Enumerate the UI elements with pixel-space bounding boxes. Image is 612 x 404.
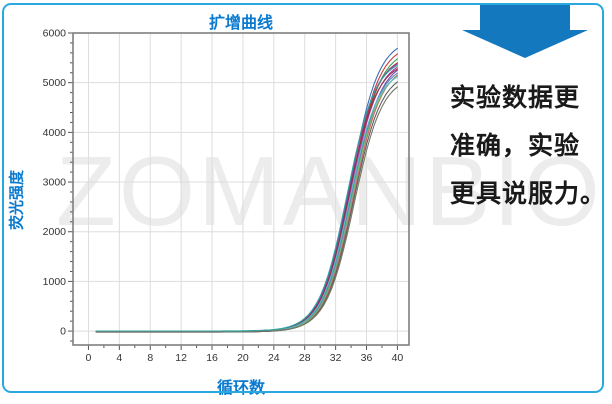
y-tick-label: 1000: [43, 276, 67, 288]
y-tick-label: 3000: [43, 177, 67, 189]
down-arrow-icon: [462, 3, 588, 58]
y-tick-label: 4000: [43, 127, 67, 139]
x-tick-label: 4: [116, 352, 122, 364]
x-tick-label: 24: [268, 352, 280, 364]
y-tick-label: 5000: [43, 77, 67, 89]
watermark-text: ZOMANBIO: [56, 136, 603, 246]
promo-line-2: 准确，实验: [450, 131, 581, 160]
y-tick-label: 0: [60, 326, 66, 338]
amplification-chart: 扩增曲线 0 4 8 12 16 20 24 28 32 36 40 0 1000 2000 3000 400…: [9, 15, 410, 397]
y-tick-label: 2000: [43, 226, 67, 238]
x-tick-label: 16: [206, 352, 218, 364]
x-tick-label: 20: [237, 352, 249, 364]
y-tick-label: 6000: [43, 28, 67, 40]
x-tick-label: 28: [299, 352, 311, 364]
x-tick-label: 0: [86, 352, 92, 364]
right-panel: 实验数据更 准确，实验 更具说服力。: [440, 0, 605, 404]
x-tick-label: 36: [361, 352, 373, 364]
amplification-curve: [95, 64, 398, 332]
promo-text: 实验数据更 准确，实验 更具说服力。: [450, 74, 605, 218]
x-tick-label: 40: [392, 352, 404, 364]
x-tick-label: 8: [147, 352, 153, 364]
plot-area: 0 4 8 12 16 20 24 28 32 36 40 0 1000 2000 3000 4000 5000…: [43, 28, 410, 364]
plot-border: [72, 32, 410, 346]
x-tick-label: 12: [175, 352, 187, 364]
promo-line-1: 实验数据更: [450, 83, 581, 112]
chart-title: 扩增曲线: [208, 15, 273, 32]
border-frame: [2, 3, 604, 393]
x-tick-label: 32: [330, 352, 342, 364]
promo-line-3: 更具说服力。: [450, 179, 607, 208]
